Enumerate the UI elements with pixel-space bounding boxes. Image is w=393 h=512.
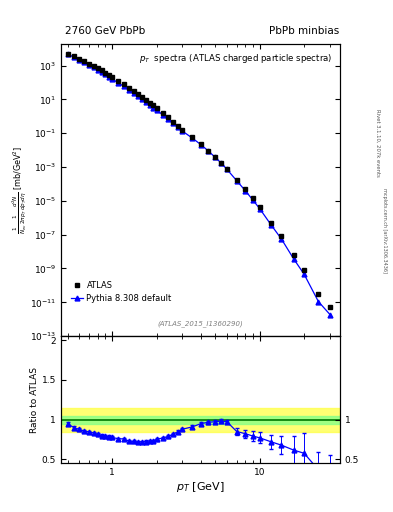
- ATLAS: [251, 195, 255, 201]
- Pythia 8.308 default: [65, 51, 70, 57]
- ATLAS: [131, 88, 136, 94]
- Text: 2760 GeV PbPb: 2760 GeV PbPb: [65, 26, 145, 36]
- Legend: ATLAS, Pythia 8.308 default: ATLAS, Pythia 8.308 default: [71, 281, 172, 303]
- ATLAS: [176, 123, 180, 129]
- Pythia 8.308 default: [235, 178, 239, 184]
- Pythia 8.308 default: [140, 96, 145, 102]
- Pythia 8.308 default: [95, 67, 100, 73]
- ATLAS: [107, 72, 111, 78]
- Pythia 8.308 default: [316, 298, 321, 305]
- ATLAS: [151, 102, 156, 109]
- ATLAS: [110, 74, 114, 80]
- ATLAS: [91, 63, 96, 69]
- Line: Pythia 8.308 default: Pythia 8.308 default: [65, 52, 332, 317]
- Pythia 8.308 default: [257, 205, 262, 211]
- ATLAS: [243, 186, 248, 193]
- Bar: [61, 408, 340, 432]
- ATLAS: [103, 70, 108, 76]
- Text: mcplots.cern.ch [arXiv:1306.3436]: mcplots.cern.ch [arXiv:1306.3436]: [382, 188, 387, 273]
- Pythia 8.308 default: [72, 54, 76, 60]
- ATLAS: [171, 119, 176, 125]
- Pythia 8.308 default: [206, 148, 211, 154]
- Pythia 8.308 default: [103, 71, 108, 77]
- Pythia 8.308 default: [160, 112, 165, 118]
- Pythia 8.308 default: [180, 128, 185, 134]
- Pythia 8.308 default: [251, 197, 255, 203]
- ATLAS: [127, 84, 131, 91]
- Pythia 8.308 default: [269, 222, 274, 228]
- Pythia 8.308 default: [144, 99, 149, 105]
- ATLAS: [190, 134, 195, 140]
- Pythia 8.308 default: [166, 116, 171, 122]
- Pythia 8.308 default: [171, 120, 176, 126]
- Y-axis label: Ratio to ATLAS: Ratio to ATLAS: [30, 367, 39, 433]
- ATLAS: [235, 177, 239, 183]
- Pythia 8.308 default: [99, 69, 104, 75]
- ATLAS: [269, 220, 274, 226]
- Line: ATLAS: ATLAS: [65, 51, 332, 310]
- ATLAS: [224, 166, 229, 172]
- ATLAS: [198, 141, 203, 147]
- Pythia 8.308 default: [82, 59, 87, 66]
- ATLAS: [116, 78, 121, 84]
- Pythia 8.308 default: [213, 154, 218, 160]
- Pythia 8.308 default: [91, 64, 96, 70]
- Pythia 8.308 default: [219, 160, 224, 166]
- Pythia 8.308 default: [127, 87, 131, 93]
- ATLAS: [77, 56, 82, 62]
- ATLAS: [144, 97, 149, 103]
- ATLAS: [206, 148, 211, 154]
- ATLAS: [279, 233, 284, 239]
- Pythia 8.308 default: [279, 236, 284, 242]
- Text: PbPb minbias: PbPb minbias: [268, 26, 339, 36]
- Pythia 8.308 default: [116, 80, 121, 86]
- ATLAS: [160, 110, 165, 116]
- Pythia 8.308 default: [131, 90, 136, 96]
- Text: Rivet 3.1.10, 207k events: Rivet 3.1.10, 207k events: [375, 110, 380, 177]
- Pythia 8.308 default: [107, 73, 111, 79]
- Text: $p_T$  spectra (ATLAS charged particle spectra): $p_T$ spectra (ATLAS charged particle sp…: [139, 52, 332, 66]
- ATLAS: [72, 53, 76, 59]
- Text: (ATLAS_2015_I1360290): (ATLAS_2015_I1360290): [158, 321, 243, 327]
- Pythia 8.308 default: [328, 312, 332, 318]
- Pythia 8.308 default: [176, 124, 180, 131]
- ATLAS: [180, 127, 185, 133]
- Pythia 8.308 default: [110, 76, 114, 82]
- Pythia 8.308 default: [147, 102, 152, 108]
- Pythia 8.308 default: [198, 142, 203, 148]
- X-axis label: $p_T$ [GeV]: $p_T$ [GeV]: [176, 480, 225, 494]
- ATLAS: [140, 94, 145, 100]
- ATLAS: [82, 58, 87, 65]
- ATLAS: [147, 99, 152, 105]
- ATLAS: [166, 114, 171, 120]
- Pythia 8.308 default: [121, 83, 126, 90]
- Pythia 8.308 default: [136, 93, 140, 99]
- Pythia 8.308 default: [302, 271, 307, 277]
- ATLAS: [121, 81, 126, 88]
- Bar: [61, 416, 340, 423]
- ATLAS: [65, 51, 70, 57]
- ATLAS: [291, 252, 296, 259]
- ATLAS: [257, 204, 262, 210]
- ATLAS: [328, 304, 332, 310]
- ATLAS: [302, 267, 307, 273]
- Y-axis label: $\frac{1}{N_{ev}}\frac{1}{2\pi p_T}\frac{d^2N}{dp_T d\eta}$ [mb/GeV$^2$]: $\frac{1}{N_{ev}}\frac{1}{2\pi p_T}\frac…: [10, 146, 28, 234]
- Pythia 8.308 default: [190, 135, 195, 141]
- Pythia 8.308 default: [224, 166, 229, 173]
- ATLAS: [136, 91, 140, 97]
- Pythia 8.308 default: [77, 57, 82, 63]
- Pythia 8.308 default: [243, 188, 248, 194]
- ATLAS: [154, 105, 159, 111]
- Pythia 8.308 default: [154, 107, 159, 113]
- ATLAS: [213, 154, 218, 160]
- ATLAS: [219, 160, 224, 166]
- ATLAS: [316, 291, 321, 297]
- Pythia 8.308 default: [87, 62, 92, 68]
- ATLAS: [95, 65, 100, 71]
- Pythia 8.308 default: [151, 104, 156, 111]
- Pythia 8.308 default: [291, 256, 296, 262]
- ATLAS: [99, 67, 104, 73]
- ATLAS: [87, 60, 92, 67]
